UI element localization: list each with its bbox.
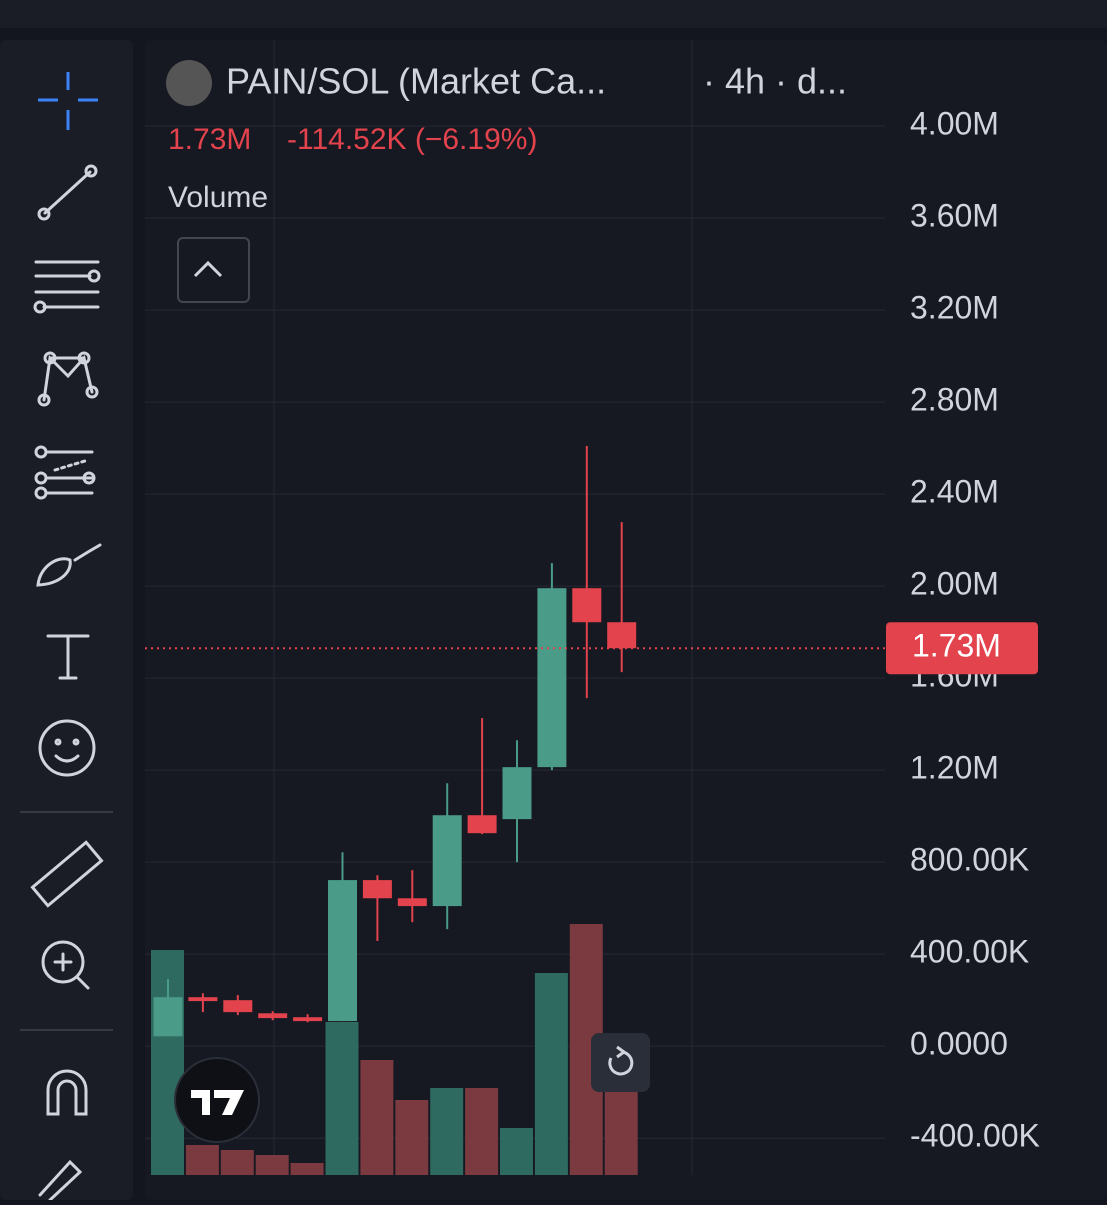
text-tool[interactable]	[46, 634, 90, 680]
brush-tool[interactable]	[36, 543, 102, 587]
candle-body	[362, 880, 392, 899]
volume-bar	[220, 1150, 254, 1175]
y-tick-label: 0.0000	[910, 1026, 1008, 1062]
price-change: -114.52K (−6.19%)	[287, 123, 537, 156]
crosshair-tool[interactable]	[38, 72, 98, 130]
symbol-avatar	[166, 60, 212, 106]
candle-body	[153, 997, 183, 1037]
volume-bar	[465, 1088, 499, 1175]
emoji-tool[interactable]	[38, 719, 96, 777]
y-tick-label: 2.80M	[910, 382, 999, 418]
magnet-tool[interactable]	[46, 1069, 88, 1116]
symbol-title[interactable]: PAIN/SOL (Market Ca...	[226, 61, 606, 102]
y-tick-label: 4.00M	[910, 105, 999, 141]
indicator-name: Volume	[168, 181, 268, 214]
candle-body	[397, 898, 427, 907]
candle-body	[537, 588, 567, 768]
y-tick-label: 2.00M	[910, 566, 999, 602]
volume-bar	[290, 1163, 324, 1175]
toolbar	[0, 40, 133, 1200]
candle-body	[223, 1000, 253, 1013]
candle-body	[502, 767, 532, 820]
top-bar	[0, 0, 1107, 28]
y-tick-label: -400.00K	[910, 1118, 1040, 1154]
y-tick-label: 3.20M	[910, 290, 999, 326]
volume-bar	[430, 1088, 464, 1175]
candle-body	[607, 622, 637, 649]
pattern-tool[interactable]	[37, 351, 99, 407]
ruler-tool[interactable]	[30, 840, 104, 908]
candle-body	[328, 880, 357, 1022]
y-tick-label: 400.00K	[910, 934, 1029, 970]
candle-body	[467, 815, 497, 834]
interval[interactable]: · 4h · d...	[703, 61, 847, 102]
last-price-tag-label: 1.73M	[912, 628, 1001, 664]
candle-body	[432, 815, 462, 907]
tool-icons[interactable]	[20, 72, 113, 1202]
grid	[145, 125, 885, 1139]
volume-bar	[395, 1100, 429, 1175]
volume-bar	[325, 1022, 359, 1175]
trend-line-tool[interactable]	[37, 164, 98, 221]
volume-bar	[604, 1090, 638, 1175]
candle-body	[258, 1013, 288, 1019]
y-tick-label: 1.20M	[910, 750, 999, 786]
volume-bar	[534, 973, 568, 1175]
tv-logo[interactable]	[174, 1057, 260, 1143]
last-price: 1.73M	[168, 123, 251, 156]
collapse-indicator[interactable]	[177, 237, 250, 303]
volume-bar	[360, 1060, 394, 1175]
candle-body	[572, 588, 602, 623]
projection-tool[interactable]	[34, 445, 96, 500]
candle-body	[188, 997, 218, 1002]
volume-bar	[500, 1128, 533, 1175]
y-tick-label: 3.60M	[910, 198, 999, 234]
fib-tool[interactable]	[33, 260, 101, 314]
last-price-tag	[886, 622, 1038, 675]
volume-bar	[185, 1145, 219, 1175]
volume-bar	[255, 1155, 289, 1175]
y-tick-label: 800.00K	[910, 842, 1029, 878]
reset-button[interactable]	[591, 1033, 650, 1092]
lock-drawings-tool[interactable]	[38, 1159, 83, 1202]
candle-body	[293, 1017, 323, 1022]
chart-pane	[145, 40, 1107, 1200]
y-tick-label: 2.40M	[910, 474, 999, 510]
zoom-tool[interactable]	[41, 940, 90, 990]
